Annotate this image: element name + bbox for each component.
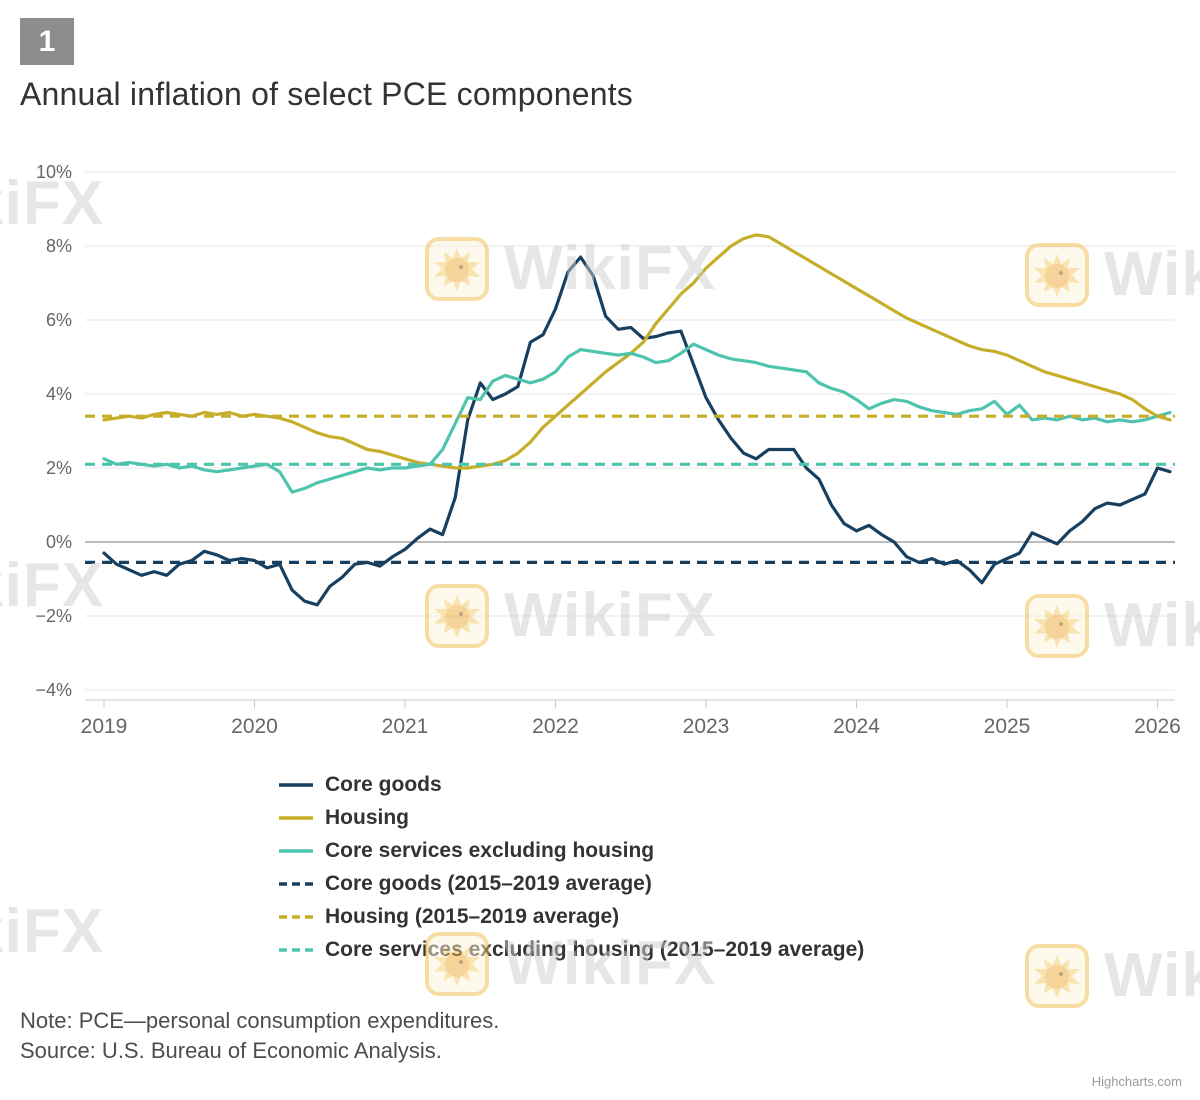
legend-label: Core goods (2015–2019 average) bbox=[325, 871, 652, 895]
x-axis-label: 2025 bbox=[984, 715, 1031, 738]
note-text: Note: PCE—personal consumption expenditu… bbox=[20, 1008, 500, 1033]
x-axis-label: 2024 bbox=[833, 715, 880, 738]
legend-label: Housing (2015–2019 average) bbox=[325, 904, 620, 928]
watermark-text: WikiFX bbox=[0, 897, 105, 966]
series-core-services bbox=[102, 342, 1172, 494]
watermark: WikiFX bbox=[0, 896, 104, 967]
figure-number-badge: 1 bbox=[20, 18, 74, 65]
x-axis-label: 2021 bbox=[382, 715, 429, 738]
y-axis-label: 4% bbox=[46, 384, 72, 404]
wikifx-logo-icon bbox=[1025, 943, 1089, 1008]
y-axis-label: −4% bbox=[35, 680, 72, 700]
y-axis-label: 6% bbox=[46, 310, 72, 330]
y-axis-label: 0% bbox=[46, 532, 72, 552]
series-housing bbox=[102, 233, 1172, 470]
legend-label: Core services excluding housing (2015–20… bbox=[325, 937, 865, 961]
y-axis-label: −2% bbox=[35, 606, 72, 626]
chart-footnotes: Note: PCE—personal consumption expenditu… bbox=[20, 1006, 499, 1066]
watermark-text: WikiFX bbox=[1104, 941, 1200, 1010]
legend: Core goods Housing Core services excluding… bbox=[278, 772, 864, 962]
series-core-goods bbox=[102, 255, 1172, 607]
legend-symbol-housing-avg bbox=[279, 914, 313, 919]
x-axis-label: 2022 bbox=[532, 715, 579, 738]
legend-item-core-services[interactable]: Core services excluding housing bbox=[278, 838, 864, 863]
source-text: Source: U.S. Bureau of Economic Analysis… bbox=[20, 1038, 442, 1063]
highcharts-credit[interactable]: Highcharts.com bbox=[1091, 1074, 1182, 1089]
legend-item-core-goods[interactable]: Core goods bbox=[278, 772, 864, 797]
legend-symbol-housing bbox=[279, 815, 313, 820]
legend-item-housing-avg[interactable]: Housing (2015–2019 average) bbox=[278, 904, 864, 929]
y-axis-label: 10% bbox=[36, 162, 72, 182]
legend-symbol-core-goods bbox=[279, 782, 313, 787]
legend-item-core-goods-avg[interactable]: Core goods (2015–2019 average) bbox=[278, 871, 864, 896]
legend-symbol-core-goods-avg bbox=[279, 881, 313, 886]
y-axis-label: 2% bbox=[46, 458, 72, 478]
legend-symbol-core-services bbox=[279, 848, 313, 853]
y-axis-label: 8% bbox=[46, 236, 72, 256]
legend-label: Housing bbox=[325, 805, 409, 829]
legend-symbol-core-services-avg bbox=[279, 947, 313, 952]
legend-label: Core goods bbox=[325, 772, 442, 796]
line-chart: −4% −2% 0% 2% 4% 6% 8% 10% 2019 2020 2021 2022 2023 2… bbox=[35, 162, 1181, 738]
legend-label: Core services excluding housing bbox=[325, 838, 655, 862]
x-axis-label: 2026 bbox=[1134, 715, 1181, 738]
x-axis-label: 2020 bbox=[231, 715, 278, 738]
watermark: WikiFX bbox=[1024, 940, 1200, 1011]
chart-title: Annual inflation of select PCE component… bbox=[20, 76, 633, 112]
x-axis-label: 2019 bbox=[81, 715, 128, 738]
legend-item-housing[interactable]: Housing bbox=[278, 805, 864, 830]
x-axis-label: 2023 bbox=[683, 715, 730, 738]
legend-item-core-services-avg[interactable]: Core services excluding housing (2015–20… bbox=[278, 937, 864, 962]
